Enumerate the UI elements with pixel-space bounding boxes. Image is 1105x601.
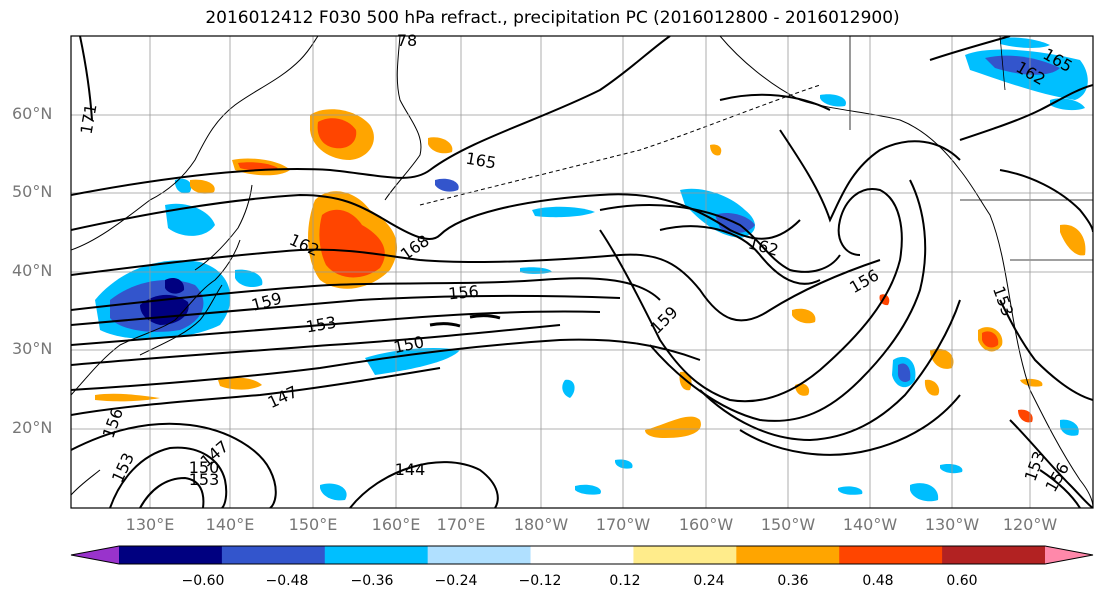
colorbar-extend-high — [1045, 546, 1093, 564]
lon-label: 150°E — [288, 515, 338, 534]
colorbar-swatch — [427, 546, 532, 564]
colorbar-swatch — [942, 546, 1046, 564]
colorbar-swatch — [221, 546, 326, 564]
gridlines — [71, 36, 1093, 508]
colorbar-swatch — [530, 546, 634, 564]
lon-label: 140°W — [842, 515, 898, 534]
lon-label: 130°W — [924, 515, 980, 534]
colorbar-swatch — [839, 546, 943, 564]
map-title: 2016012412 F030 500 hPa refract., precip… — [205, 8, 900, 28]
contour-label: 159 — [647, 303, 682, 338]
lon-label: 180°W — [513, 515, 569, 534]
colorbar-swatch — [633, 546, 737, 564]
colorbar-tick-label: −0.36 — [350, 573, 394, 589]
contour-label: 144 — [395, 460, 426, 479]
contour-label: 156 — [1041, 459, 1073, 495]
contour-label: 159 — [249, 289, 283, 315]
colorbar-tick-label: −0.60 — [181, 573, 225, 589]
colorbar-tick-label: −0.48 — [265, 573, 309, 589]
colorbar-tick-label: 0.12 — [609, 573, 641, 589]
contour-label: 150 — [189, 458, 220, 477]
contour-label: 165 — [464, 149, 497, 173]
colorbar-swatch — [324, 546, 429, 564]
lat-label: 30°N — [12, 339, 53, 358]
contour-label: 168 — [397, 231, 433, 264]
colorbar-tick-label: 0.60 — [946, 573, 978, 589]
lat-label: 40°N — [12, 261, 53, 280]
colorbar-tick-label: −0.24 — [434, 573, 478, 589]
contour-label: 162 — [746, 234, 780, 260]
lon-label: 130°E — [125, 515, 175, 534]
contour-label: 171 — [77, 102, 101, 135]
colorbar-tick-label: −0.12 — [518, 573, 562, 589]
colorbar-tick-label: 0.48 — [862, 573, 894, 589]
lon-label: 150°W — [760, 515, 816, 534]
lat-label: 20°N — [12, 418, 53, 437]
lat-label: 60°N — [12, 104, 53, 123]
lon-label: 160°W — [678, 515, 734, 534]
contour-lines — [71, 36, 1093, 508]
colorbar-tick-label: 0.24 — [693, 573, 725, 589]
colorbar-extend-low — [71, 546, 119, 564]
contour-label: 153 — [989, 284, 1017, 319]
colorbar-outline — [70, 545, 1094, 565]
lon-label: 170°W — [595, 515, 651, 534]
plot-frame — [70, 35, 1094, 509]
lon-label: 160°E — [371, 515, 421, 534]
lat-label: 50°N — [12, 182, 53, 201]
lon-label: 170°E — [436, 515, 486, 534]
contour-label: 147 — [265, 382, 301, 412]
colorbar-swatch — [736, 546, 840, 564]
country-borders — [849, 36, 1093, 261]
colorbar-swatch — [119, 546, 223, 564]
date-line — [419, 84, 821, 206]
precip-shading — [95, 37, 1088, 502]
lon-label: 120°W — [1002, 515, 1058, 534]
contour-label: 78 — [397, 31, 417, 50]
colorbar-tick-label: 0.36 — [777, 573, 809, 589]
lon-label: 140°E — [205, 515, 255, 534]
contour-label: 153 — [304, 313, 337, 337]
contour-label: 156 — [447, 282, 479, 304]
colorbar — [70, 545, 1094, 565]
contour-label: 153 — [189, 470, 220, 489]
